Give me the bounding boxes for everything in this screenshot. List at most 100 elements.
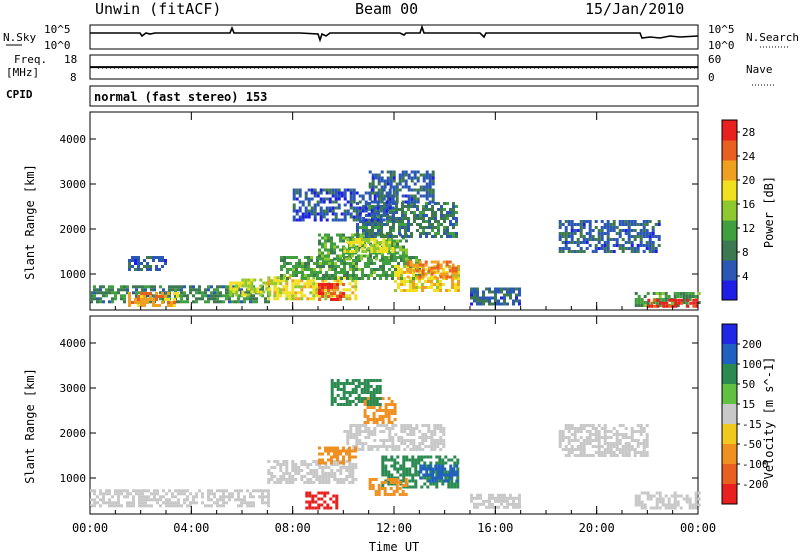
range-cell [393,467,397,471]
range-cell [411,458,415,462]
range-cell [310,191,314,195]
range-cell [600,235,604,238]
range-cell [93,501,96,505]
range-cell [642,448,646,451]
range-cell [615,226,619,229]
range-cell [381,257,384,261]
range-cell [627,232,631,235]
range-cell [411,461,415,465]
range-cell [682,301,686,304]
range-cell [213,300,216,304]
range-cell [383,179,387,183]
range-cell [195,501,198,505]
range-cell [301,212,305,216]
range-cell [117,504,120,508]
range-cell [427,286,430,289]
range-cell [354,449,357,453]
range-cell [345,400,349,403]
range-cell [398,173,402,177]
range-cell [390,242,393,246]
range-cell [503,293,506,297]
range-cell [339,403,343,406]
range-cell [398,182,402,186]
range-cell [213,501,216,505]
range-cell [376,241,380,244]
range-cell [388,197,392,201]
range-cell [213,495,216,499]
range-cell [374,490,378,493]
range-cell [376,212,380,216]
range-cell [318,452,321,456]
range-cell [434,467,438,471]
range-cell [345,403,349,406]
range-cell [372,400,376,403]
range-cell [428,191,432,195]
range-cell [439,427,443,430]
range-cell [373,206,377,210]
range-cell [128,265,131,268]
range-cell [449,208,452,211]
colorbar-swatch [722,484,737,505]
range-cell [132,498,135,502]
range-cell [576,238,580,241]
range-cell [343,262,346,265]
range-cell [449,232,452,235]
range-cell [147,294,150,298]
range-cell [331,194,335,198]
range-cell [370,238,374,241]
range-cell [332,500,336,504]
range-cell [603,232,607,235]
range-cell [630,430,634,433]
range-cell [410,194,414,198]
range-cell [603,442,607,445]
colorbar-tick-label: -50 [742,438,762,451]
range-cell [334,206,338,210]
range-cell [389,179,393,183]
range-cell [407,229,410,232]
range-cell [384,473,388,477]
range-cell [342,236,345,240]
range-cell [324,242,327,246]
range-cell [349,433,353,436]
range-cell [346,430,350,433]
range-cell [305,491,309,495]
range-cell [494,496,497,500]
range-cell [561,433,565,436]
range-cell [606,241,610,244]
range-cell [276,463,280,466]
range-cell [419,217,422,220]
range-cell [326,503,330,507]
range-cell [276,291,280,295]
range-cell [146,265,149,268]
range-cell [318,283,321,286]
range-cell [312,475,316,478]
range-cell [273,279,277,283]
range-cell [422,179,426,183]
range-cell [319,265,322,268]
range-cell [298,262,301,265]
range-cell [377,229,380,232]
range-cell [391,271,394,274]
range-cell [381,409,385,412]
range-cell [352,209,356,213]
range-cell [603,427,607,430]
range-cell [96,288,99,292]
range-cell [455,235,458,238]
range-cell [352,206,356,210]
range-cell [267,504,270,508]
range-cell [235,287,239,291]
range-cell [597,229,601,232]
range-cell [415,283,418,286]
range-cell [171,285,174,289]
range-cell [307,268,310,271]
range-cell [228,297,231,301]
range-cell [186,495,189,499]
range-cell [440,470,444,474]
range-cell [315,463,319,466]
range-cell [288,297,292,301]
range-cell [152,298,155,301]
range-cell [270,279,274,283]
range-cell [372,394,376,397]
range-cell [141,498,144,502]
range-cell [370,212,374,216]
